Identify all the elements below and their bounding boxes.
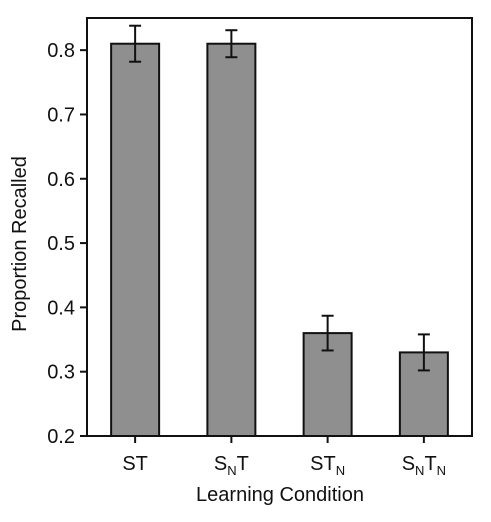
y-axis-ticks: 0.2 0.3 0.4 0.5 0.6 0.7 0.8	[47, 40, 87, 448]
x-axis-title: Learning Condition	[196, 484, 364, 506]
y-tick-label: 0.5	[47, 233, 75, 255]
x-tick-label: ST	[122, 453, 148, 475]
y-tick-label: 0.6	[47, 169, 75, 191]
plot-frame	[86, 17, 473, 437]
y-tick-label: 0.2	[47, 426, 75, 448]
x-tick-label: SNTN	[402, 453, 446, 478]
plot-area	[86, 17, 473, 437]
x-axis-ticks: ST SNT STN SNTN	[122, 436, 446, 478]
y-tick-label: 0.8	[47, 40, 75, 62]
y-tick-label: 0.3	[47, 362, 75, 384]
x-tick-label: STN	[310, 453, 345, 478]
y-tick-label: 0.4	[47, 297, 75, 319]
bar	[206, 42, 257, 437]
bar	[110, 42, 161, 437]
x-tick-label: SNT	[214, 453, 249, 478]
y-tick-label: 0.7	[47, 104, 75, 126]
error-bars-group	[129, 24, 430, 372]
bars-group	[110, 42, 449, 438]
y-axis-title: Proportion Recalled	[9, 156, 31, 332]
